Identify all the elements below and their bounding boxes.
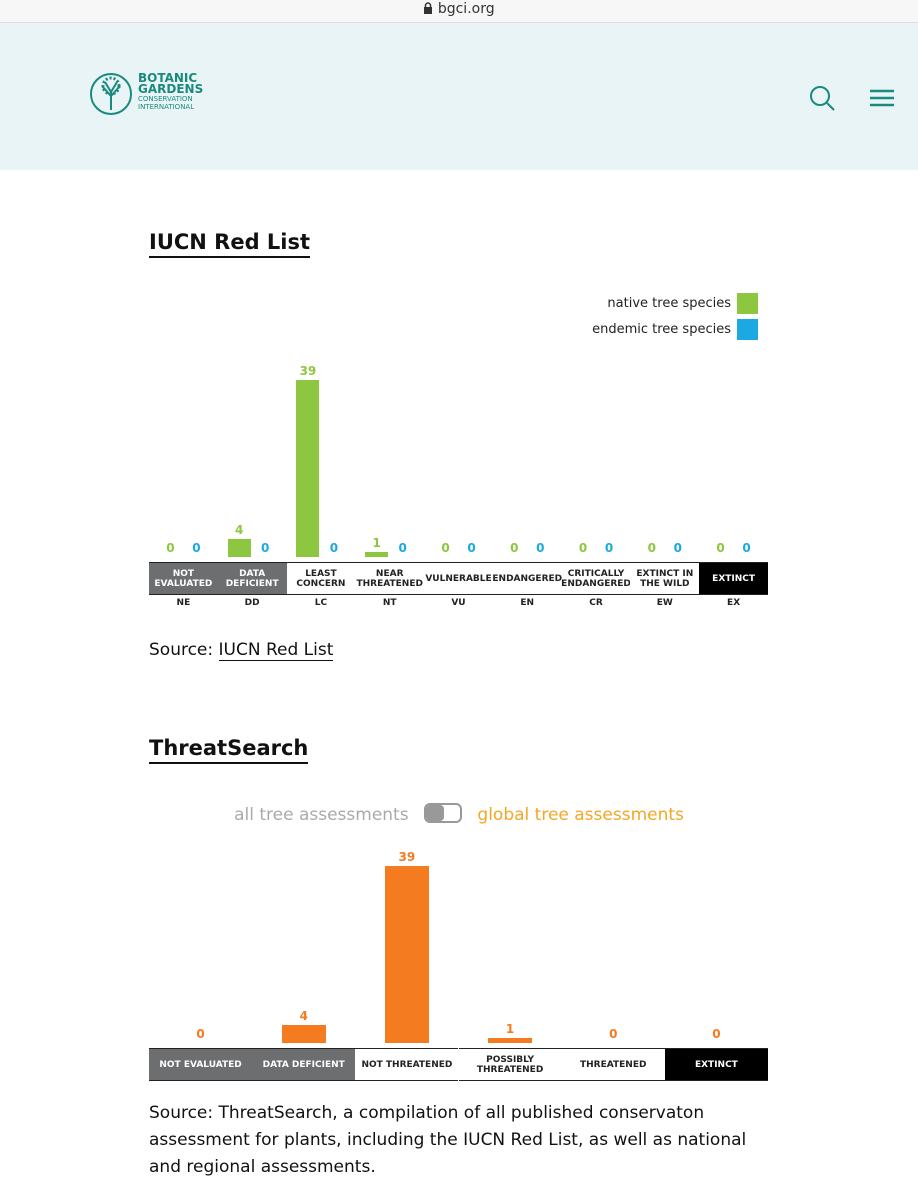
source: Source: ThreatSearch, a compilation of a…	[149, 1103, 747, 1177]
value-label: 0	[329, 541, 339, 555]
category-label: EXTINCT IN THE WILD	[630, 562, 700, 595]
value-label: 0	[467, 541, 476, 555]
section-title: ThreatSearch	[149, 736, 309, 764]
logo-line: INTERNATIONAL	[138, 103, 195, 111]
bar	[296, 380, 320, 557]
value-label: 0	[742, 541, 751, 555]
value-label: 0	[398, 541, 407, 555]
value-label: 0	[192, 541, 201, 555]
category-label: POSSIBLY THREATENED	[458, 1048, 562, 1081]
category-code: NE	[176, 598, 191, 608]
legend-swatch	[737, 293, 758, 314]
logo-line: CONSERVATION	[138, 95, 193, 103]
category-code: NT	[382, 598, 397, 608]
category-label: EXTINCT	[664, 1048, 768, 1081]
section-title: IUCN Red List	[149, 230, 311, 258]
category-code: DD	[244, 598, 260, 608]
toggle-off-label[interactable]: all tree assessments	[234, 805, 409, 825]
value-label: 39	[398, 850, 416, 864]
legend-swatch	[737, 319, 758, 340]
source-link[interactable]: IUCN Red List	[218, 640, 334, 661]
source-prefix: Source:	[149, 640, 214, 660]
lock-icon	[424, 2, 433, 14]
menu-icon[interactable]	[869, 88, 895, 108]
legend-label: native tree species	[607, 296, 731, 311]
category-label: LEAST CONCERN	[286, 562, 356, 595]
logo-text[interactable]: BOTANIC GARDENS CONSERVATION INTERNATION…	[138, 71, 204, 111]
value-label: 0	[196, 1027, 205, 1041]
category-label: NEAR THREATENED	[355, 562, 425, 595]
browser-bar: bgci.org	[0, 0, 918, 23]
value-label: 0	[536, 541, 545, 555]
legend-label: endemic tree species	[592, 322, 731, 337]
value-label: 0	[712, 1027, 721, 1041]
category-label: DATA DEFICIENT	[217, 562, 287, 595]
logo-icon[interactable]	[89, 72, 133, 116]
toggle-on-label[interactable]: global tree assessments	[477, 805, 684, 825]
value-label: 39	[299, 364, 317, 378]
url[interactable]: bgci.org	[437, 1, 495, 17]
value-label: 0	[578, 541, 588, 555]
bar	[488, 1038, 533, 1043]
bar	[365, 552, 389, 557]
category-code: LC	[314, 598, 328, 608]
category-label: EXTINCT	[699, 562, 768, 595]
site-header	[0, 23, 918, 170]
value-label: 0	[260, 541, 270, 555]
search-icon[interactable]	[808, 84, 836, 112]
category-label: VULNERABLE	[424, 562, 493, 595]
category-label: ENDANGERED	[492, 562, 562, 595]
logo-line: GARDENS	[138, 82, 204, 96]
category-code: EN	[520, 598, 535, 608]
value-label: 0	[673, 541, 682, 555]
category-code: CR	[589, 598, 603, 608]
value-label: 0	[604, 541, 614, 555]
category-label: NOT EVALUATED	[149, 562, 218, 595]
category-code: VU	[451, 598, 466, 608]
bar	[227, 538, 251, 557]
value-label: 0	[609, 1027, 618, 1041]
toggle-switch[interactable]	[424, 803, 462, 823]
category-label: CRITICALLY ENDANGERED	[561, 562, 631, 595]
logo-line: BOTANIC	[138, 71, 198, 85]
value-label: 0	[716, 541, 725, 555]
bar	[281, 1024, 326, 1043]
value-label: 1	[505, 1022, 515, 1037]
category-label: DATA DEFICIENT	[252, 1048, 356, 1081]
value-label: 4	[299, 1008, 308, 1023]
value-label: 0	[166, 541, 175, 555]
value-label: 0	[647, 541, 656, 555]
category-label: THREATENED	[561, 1048, 665, 1081]
category-label: NOT EVALUATED	[149, 1048, 253, 1081]
category-code: EW	[656, 598, 673, 608]
toggle-row: all tree assessments global tree assessm…	[0, 803, 918, 825]
source: Source: IUCN Red List	[149, 640, 334, 661]
value-label: 1	[372, 536, 381, 551]
bar	[384, 866, 429, 1043]
category-code: EX	[727, 598, 741, 608]
value-label: 0	[441, 541, 450, 555]
category-label: NOT THREATENED	[355, 1048, 459, 1081]
value-label: 4	[234, 522, 244, 537]
value-label: 0	[510, 541, 519, 555]
